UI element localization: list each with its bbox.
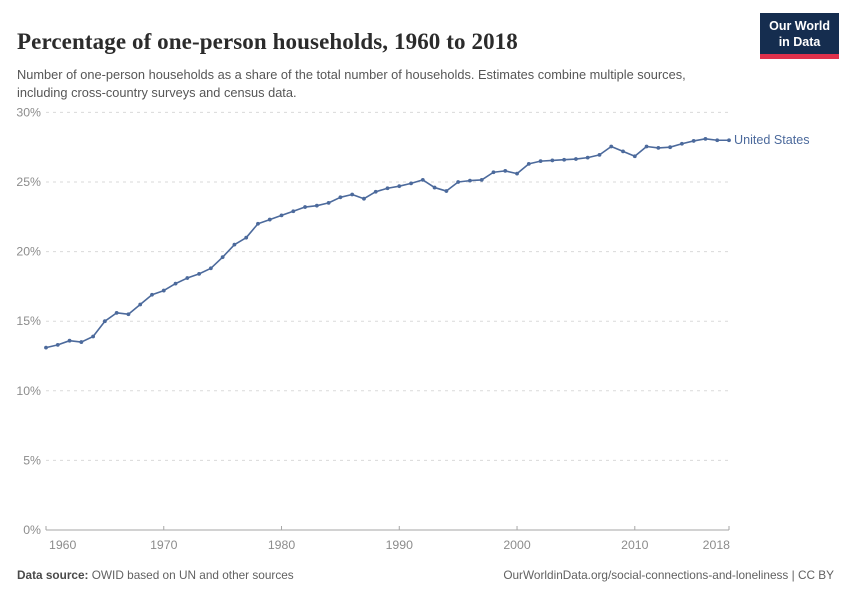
x-tick-label: 1980 (268, 538, 296, 552)
data-point[interactable] (526, 162, 531, 166)
data-point[interactable] (585, 155, 590, 160)
data-point[interactable] (538, 159, 543, 164)
data-point[interactable] (314, 203, 319, 208)
owid-logo-line1: Our World (769, 19, 830, 33)
data-point[interactable] (456, 180, 461, 184)
data-point[interactable] (244, 235, 249, 240)
data-point[interactable] (161, 288, 166, 293)
data-point[interactable] (220, 255, 225, 260)
data-point[interactable] (303, 205, 307, 209)
data-point[interactable] (632, 154, 637, 159)
data-point[interactable] (150, 292, 154, 297)
data-point[interactable] (727, 138, 731, 143)
data-point[interactable] (562, 157, 567, 162)
y-tick-label: 15% (16, 314, 41, 328)
y-tick-label: 20% (16, 245, 41, 259)
data-point[interactable] (679, 141, 684, 146)
owid-logo-line2: in Data (778, 35, 821, 50)
data-point[interactable] (208, 266, 213, 271)
data-source-label: Data source: (17, 568, 89, 582)
data-point[interactable] (503, 168, 508, 173)
data-point[interactable] (691, 139, 696, 143)
x-tick-label: 2000 (503, 538, 531, 552)
citation-link[interactable]: OurWorldinData.org/social-connections-an… (503, 568, 834, 582)
data-point[interactable] (715, 138, 720, 143)
data-point[interactable] (173, 281, 178, 286)
x-tick-label: 2018 (703, 538, 731, 552)
data-point[interactable] (550, 158, 555, 163)
x-tick-label: 2010 (621, 538, 649, 552)
data-point[interactable] (644, 144, 649, 149)
data-point[interactable] (279, 213, 284, 218)
x-tick-label: 1990 (386, 538, 414, 552)
data-point[interactable] (432, 185, 437, 190)
x-tick-label: 1960 (49, 538, 77, 552)
y-tick-label: 5% (23, 453, 41, 467)
data-point[interactable] (444, 189, 449, 193)
data-point[interactable] (515, 171, 519, 176)
data-point[interactable] (326, 200, 331, 205)
data-point[interactable] (362, 196, 366, 201)
data-point[interactable] (479, 178, 484, 182)
data-point[interactable] (656, 145, 661, 150)
data-point[interactable] (397, 184, 402, 189)
data-point[interactable] (291, 209, 296, 214)
data-point[interactable] (491, 170, 496, 175)
data-point[interactable] (609, 144, 614, 149)
y-tick-label: 30% (16, 105, 41, 119)
data-point[interactable] (574, 157, 578, 161)
data-point[interactable] (67, 338, 72, 343)
data-point[interactable] (621, 149, 625, 154)
series-label[interactable]: United States (734, 133, 810, 147)
data-point[interactable] (267, 217, 272, 222)
data-point[interactable] (468, 178, 472, 183)
data-point[interactable] (102, 319, 107, 324)
data-line-united-states[interactable] (45, 138, 730, 349)
data-point[interactable] (44, 345, 48, 350)
data-point[interactable] (126, 312, 131, 317)
owid-logo[interactable]: Our World in Data (760, 13, 839, 59)
data-point[interactable] (373, 189, 378, 194)
data-source-text: OWID based on UN and other sources (88, 568, 294, 582)
data-point[interactable] (338, 195, 343, 200)
y-tick-label: 0% (23, 523, 41, 537)
data-point[interactable] (256, 221, 260, 226)
page-subtitle: Number of one-person households as a sha… (17, 66, 686, 100)
data-source-note: Data source: OWID based on UN and other … (17, 568, 294, 582)
data-point[interactable] (114, 310, 119, 315)
data-point[interactable] (668, 145, 673, 150)
data-point[interactable] (420, 178, 425, 182)
data-point[interactable] (79, 340, 84, 344)
data-point[interactable] (232, 242, 237, 247)
page-title: Percentage of one-person households, 196… (17, 29, 518, 55)
data-point[interactable] (55, 342, 60, 347)
data-point[interactable] (185, 276, 190, 280)
x-tick-label: 1970 (150, 538, 178, 552)
data-point[interactable] (385, 186, 390, 191)
data-point[interactable] (409, 181, 413, 186)
data-point[interactable] (91, 334, 96, 339)
data-point[interactable] (703, 136, 708, 141)
data-point[interactable] (597, 152, 602, 157)
data-point[interactable] (350, 192, 355, 197)
y-tick-label: 25% (16, 175, 41, 189)
data-point[interactable] (197, 271, 201, 276)
data-point[interactable] (138, 302, 143, 307)
y-tick-label: 10% (16, 384, 41, 398)
